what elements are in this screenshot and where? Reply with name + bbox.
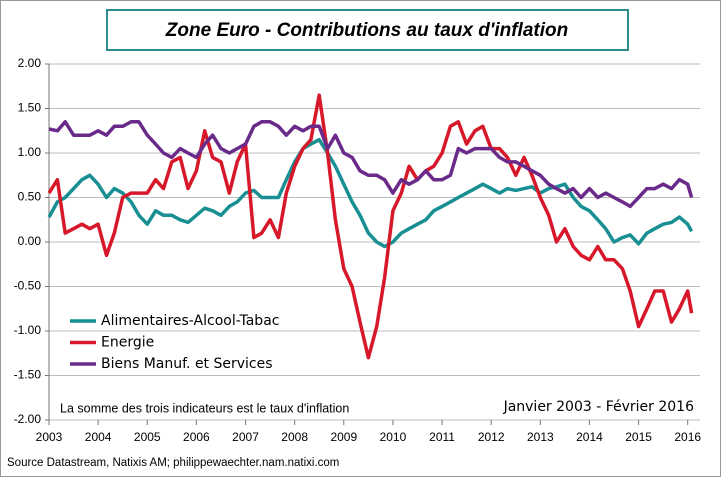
series-line bbox=[47, 93, 694, 360]
x-tick-label: 2010 bbox=[380, 430, 407, 444]
x-tick-label: 2012 bbox=[478, 430, 505, 444]
y-tick-label: -1.50 bbox=[14, 368, 42, 382]
x-tick-label: 2004 bbox=[85, 430, 112, 444]
legend-label: Alimentaires-Alcool-Tabac bbox=[101, 313, 279, 329]
source: Source Datastream, Natixis AM; philippew… bbox=[7, 457, 339, 469]
y-tick-label: 0.00 bbox=[18, 234, 42, 248]
x-tick-label: 2007 bbox=[232, 430, 259, 444]
y-tick-label: -0.50 bbox=[14, 279, 42, 293]
note: La somme des trois indicateurs est le ta… bbox=[60, 401, 349, 415]
x-tick-label: 2003 bbox=[36, 430, 63, 444]
chart-title: Zone Euro - Contributions au taux d'infl… bbox=[165, 20, 568, 41]
y-tick-label: -2.00 bbox=[14, 412, 42, 426]
legend-label: Energie bbox=[101, 335, 154, 351]
y-tick-label: 0.50 bbox=[18, 190, 42, 204]
x-tick-label: 2013 bbox=[527, 430, 554, 444]
y-tick-label: -1.00 bbox=[14, 323, 42, 337]
y-tick-label: 1.00 bbox=[18, 145, 42, 159]
y-tick-label: 1.50 bbox=[18, 101, 42, 115]
series-line bbox=[47, 137, 694, 249]
title-box bbox=[106, 9, 629, 51]
series-line bbox=[48, 120, 694, 209]
x-tick-label: 2015 bbox=[625, 430, 652, 444]
x-tick-label: 2016 bbox=[674, 430, 701, 444]
y-tick-label: 2.00 bbox=[18, 56, 42, 70]
x-tick-label: 2005 bbox=[134, 430, 161, 444]
x-tick-label: 2006 bbox=[183, 430, 210, 444]
x-tick-label: 2014 bbox=[576, 430, 603, 444]
x-tick-label: 2011 bbox=[429, 430, 455, 444]
period: Janvier 2003 - Février 2016 bbox=[503, 399, 695, 415]
x-tick-label: 2008 bbox=[281, 430, 308, 444]
legend-label: Biens Manuf. et Services bbox=[101, 356, 273, 372]
x-tick-label: 2009 bbox=[330, 430, 357, 444]
